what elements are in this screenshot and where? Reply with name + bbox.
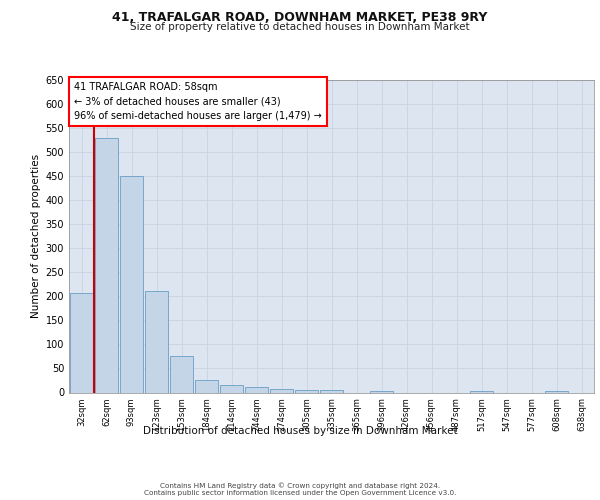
Text: 41 TRAFALGAR ROAD: 58sqm
← 3% of detached houses are smaller (43)
96% of semi-de: 41 TRAFALGAR ROAD: 58sqm ← 3% of detache…: [74, 82, 322, 121]
Bar: [70, 293, 93, 392]
Bar: [145, 290, 168, 392]
Text: Size of property relative to detached houses in Downham Market: Size of property relative to detached ho…: [130, 22, 470, 32]
Bar: [370, 391, 393, 392]
Bar: [270, 388, 293, 392]
Bar: [220, 386, 243, 392]
Bar: [545, 391, 568, 392]
Bar: [95, 138, 118, 392]
Bar: [195, 380, 218, 392]
Text: Distribution of detached houses by size in Downham Market: Distribution of detached houses by size …: [143, 426, 457, 436]
Bar: [170, 356, 193, 392]
Y-axis label: Number of detached properties: Number of detached properties: [31, 154, 41, 318]
Bar: [295, 390, 318, 392]
Bar: [245, 386, 268, 392]
Bar: [470, 391, 493, 392]
Text: Contains HM Land Registry data © Crown copyright and database right 2024.
Contai: Contains HM Land Registry data © Crown c…: [144, 482, 456, 496]
Bar: [320, 390, 343, 392]
Text: 41, TRAFALGAR ROAD, DOWNHAM MARKET, PE38 9RY: 41, TRAFALGAR ROAD, DOWNHAM MARKET, PE38…: [112, 11, 488, 24]
Bar: [120, 176, 143, 392]
